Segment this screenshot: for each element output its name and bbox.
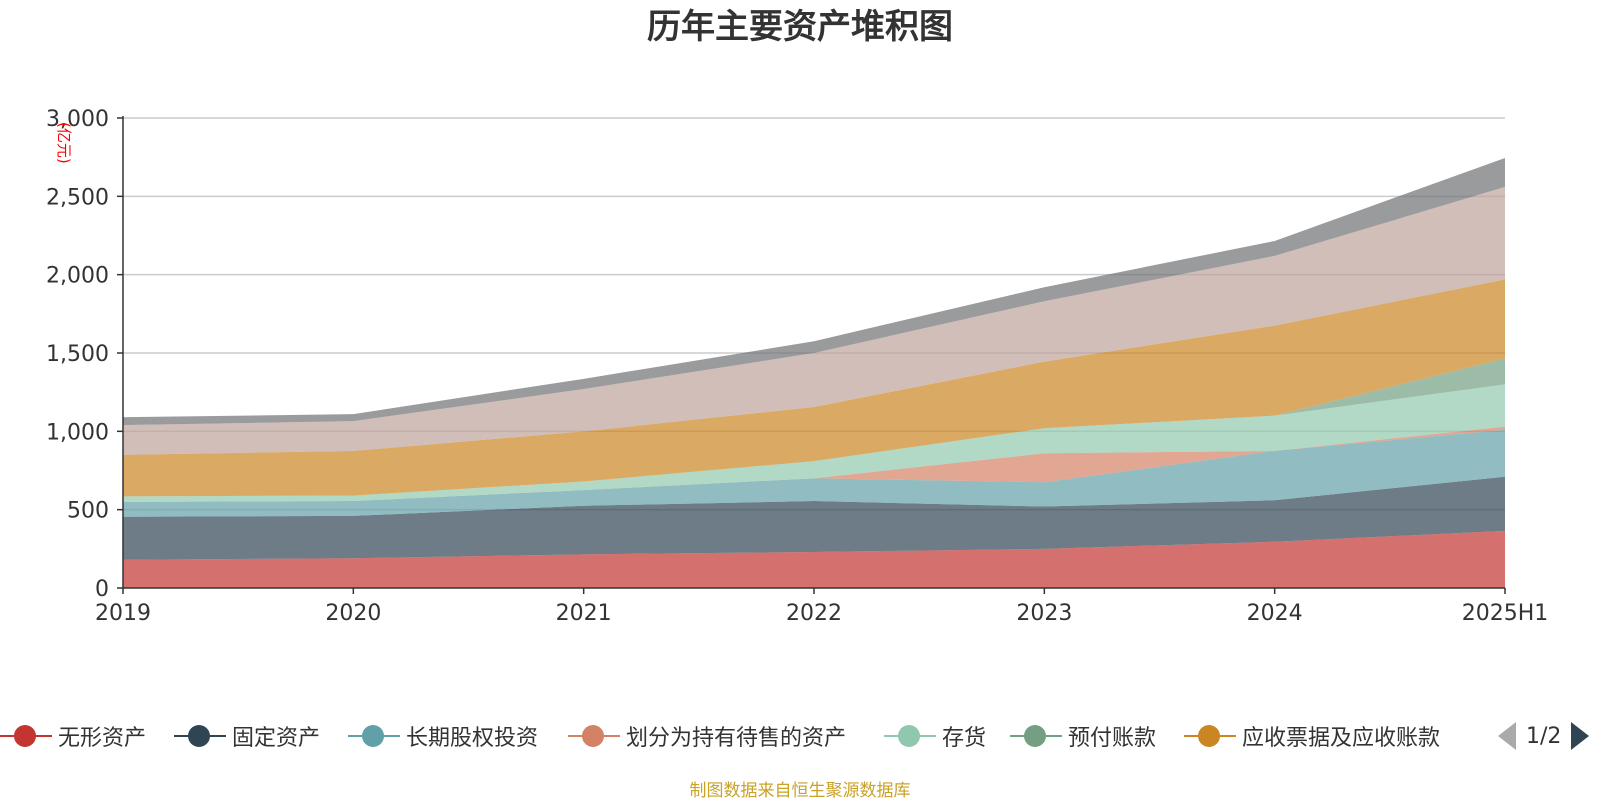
legend-marker-icon: [0, 724, 52, 748]
legend-label: 固定资产: [232, 726, 321, 751]
x-tick-label: 2019: [95, 601, 151, 626]
legend-label: 预付账款: [1068, 726, 1157, 751]
legend-marker-icon: [1184, 724, 1236, 748]
legend-item[interactable]: 预付账款: [1010, 716, 1156, 756]
legend-page-number: 1/2: [1526, 723, 1562, 749]
y-tick-label: 1,000: [46, 420, 109, 445]
area-series-8: [123, 186, 1505, 455]
legend-item[interactable]: 应收票据及应收账款: [1184, 716, 1440, 756]
legend-label: 存货: [942, 726, 987, 751]
x-tick-label: 2024: [1247, 601, 1303, 626]
legend-label: 长期股权投资: [406, 726, 539, 751]
y-tick-label: 2,500: [46, 185, 109, 210]
y-axis-unit-label: (亿元): [55, 122, 73, 164]
area-series-5: [123, 384, 1505, 502]
legend-pager: 1/2: [1498, 716, 1590, 756]
x-tick-label: 2022: [786, 601, 842, 626]
y-tick-label: 500: [67, 499, 109, 524]
y-tick-label: 1,500: [46, 342, 109, 367]
legend-item[interactable]: 固定资产: [174, 716, 320, 756]
axis-layer: 0 500 1,000 1,500 2,000 2,500 3,000 2019 2020 202…: [46, 107, 1548, 626]
legend-marker-icon: [174, 724, 226, 748]
y-tick-label: 2,000: [46, 264, 109, 289]
x-tick-label: 2020: [325, 601, 381, 626]
area-series-7: [123, 279, 1505, 497]
y-tick-label: 3,000: [46, 107, 109, 132]
legend: 无形资产 固定资产 长期股权投资 划分为持有待售的资产 存货 预付账款 应收票据及应收账款: [0, 716, 1600, 756]
legend-item[interactable]: 无形资产: [0, 716, 146, 756]
x-tick-label: 2021: [556, 601, 612, 626]
legend-item[interactable]: 存货: [884, 716, 986, 756]
y-tick-label: 0: [95, 577, 109, 602]
legend-prev-page-icon[interactable]: [1498, 722, 1516, 750]
area-series-2: [123, 476, 1505, 560]
chart-title: 历年主要资产堆积图: [647, 7, 953, 47]
source-note: 制图数据来自恒生聚源数据库: [689, 781, 911, 801]
legend-item[interactable]: 划分为持有待售的资产: [568, 716, 846, 756]
area-layer: [123, 157, 1505, 588]
legend-label: 无形资产: [58, 726, 147, 751]
legend-marker-icon: [348, 724, 400, 748]
area-series-1: [123, 530, 1505, 588]
x-tick-label: 2023: [1016, 601, 1072, 626]
legend-label: 应收票据及应收账款: [1242, 726, 1441, 751]
legend-next-page-icon[interactable]: [1571, 722, 1590, 750]
x-tick-label: 2025H1: [1462, 601, 1549, 626]
legend-marker-icon: [884, 724, 936, 748]
legend-marker-icon: [1010, 724, 1062, 748]
area-series-3: [123, 429, 1505, 517]
legend-label: 划分为持有待售的资产: [626, 726, 847, 751]
legend-item[interactable]: 长期股权投资: [348, 716, 538, 756]
legend-marker-icon: [568, 724, 620, 748]
